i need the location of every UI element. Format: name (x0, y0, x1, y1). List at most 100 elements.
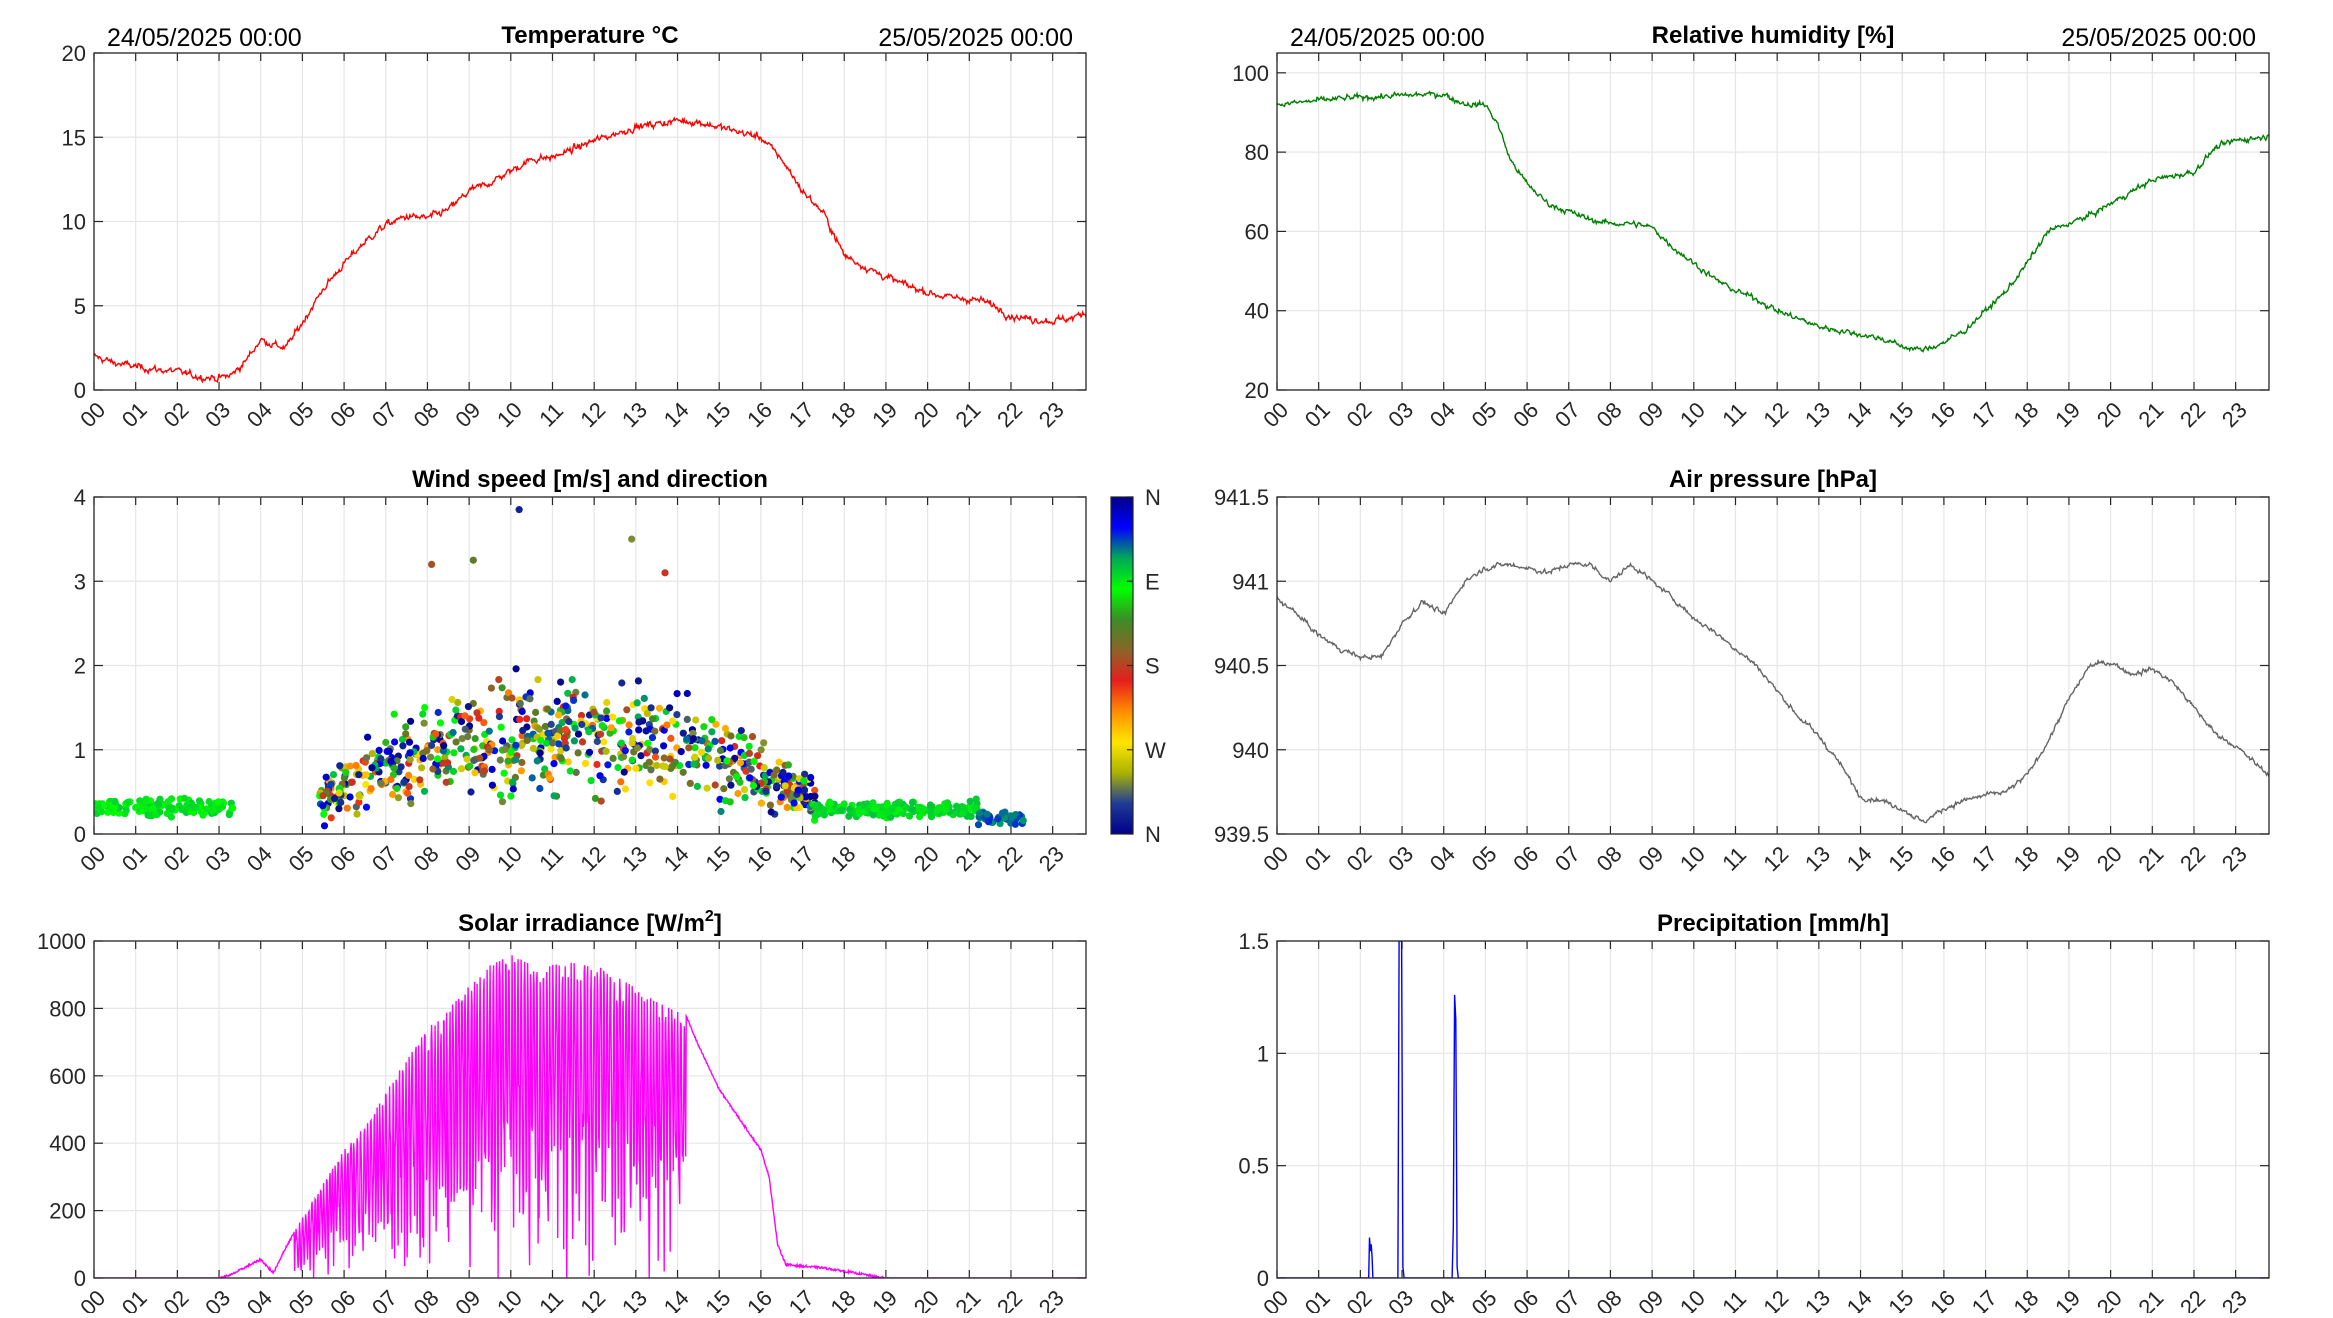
wind-point (461, 712, 469, 720)
wind-point (546, 774, 554, 782)
wind-point (377, 779, 385, 787)
wind-point (406, 755, 414, 764)
wind-point (398, 735, 406, 744)
wind-point (209, 806, 217, 814)
x-tick-label: 09 (450, 1285, 485, 1313)
x-tick-label: 11 (534, 1286, 568, 1313)
wind-point (757, 799, 766, 807)
wind-point (708, 728, 716, 736)
wind-point (587, 777, 595, 785)
x-tick-label: 19 (2050, 397, 2085, 432)
x-tick-label: 16 (742, 397, 777, 432)
y-tick-label: 1 (74, 738, 86, 763)
wind-point (651, 727, 659, 735)
wind-point (214, 798, 222, 806)
x-tick-label: 05 (284, 841, 319, 876)
wind-point (470, 756, 478, 765)
wind-point (180, 794, 188, 802)
wind-point (711, 781, 719, 789)
wind-point (110, 803, 118, 811)
wind-point (464, 733, 472, 741)
wind-point (819, 805, 827, 813)
x-tick-label: 19 (867, 841, 902, 876)
wind-point (845, 812, 853, 820)
wind-point (363, 754, 371, 762)
x-tick-label: 14 (659, 397, 694, 432)
wind-point (855, 808, 863, 816)
x-tick-label: 17 (1967, 1285, 2002, 1313)
wind-point (480, 719, 488, 727)
x-tick-label: 08 (409, 397, 444, 432)
wind-point (155, 801, 163, 809)
x-tick-label: 14 (659, 841, 694, 876)
wind-point (585, 728, 593, 736)
wind-point (97, 808, 105, 816)
wind-point (726, 798, 734, 806)
wind-point (633, 744, 642, 752)
wind-point (389, 790, 397, 799)
x-tick-label: 02 (1342, 1285, 1377, 1313)
wind-point (436, 719, 444, 727)
y-tick-label: 80 (1245, 140, 1269, 165)
wind-point (362, 771, 370, 779)
wind-point (679, 729, 687, 737)
wind-point (703, 784, 711, 792)
series-line (94, 116, 1086, 384)
wind-point (485, 746, 493, 754)
wind-point (632, 764, 640, 773)
wind-point (439, 759, 447, 767)
x-tick-label: 15 (700, 841, 735, 876)
wind-point (163, 809, 171, 818)
wind-point (329, 771, 338, 779)
wind-point (452, 738, 460, 746)
wind-point (748, 733, 757, 741)
x-tick-label: 07 (1550, 841, 1585, 876)
wind-point (562, 726, 570, 734)
wind-point (596, 772, 604, 780)
wind-point (434, 755, 442, 763)
x-tick-label: 01 (1300, 1285, 1335, 1313)
wind-point (554, 732, 562, 740)
x-tick-label: 04 (242, 1285, 277, 1313)
wind-point (427, 753, 435, 761)
wind-point (917, 803, 925, 811)
y-tick-label: 20 (62, 41, 86, 66)
wind-point (667, 734, 675, 743)
wind-point (613, 787, 621, 796)
wind-point (972, 795, 980, 803)
plot-frame (1276, 940, 2270, 1279)
wind-point (727, 781, 735, 789)
wind-point (807, 792, 815, 801)
wind-point (749, 782, 758, 790)
wind-point (846, 805, 854, 813)
x-tick-label: 14 (659, 1285, 694, 1313)
wind-point (377, 755, 385, 763)
wind-point (517, 767, 526, 775)
wind-point (598, 722, 606, 730)
x-tick-label: 22 (992, 1285, 1027, 1313)
wind-point (660, 754, 668, 762)
y-tick-label: 0 (74, 1266, 86, 1291)
wind-point (149, 804, 157, 812)
y-tick-label: 800 (49, 996, 86, 1021)
wind-point (702, 761, 710, 769)
wind-point (663, 721, 671, 729)
wind-point (457, 745, 465, 753)
wind-point (355, 771, 363, 779)
wind-point (320, 810, 328, 818)
wind-point (205, 798, 213, 806)
wind-point (597, 797, 605, 805)
x-tick-label: 23 (1034, 1285, 1069, 1313)
chart-title: Precipitation [mm/h] (1657, 910, 1889, 937)
wind-point (698, 737, 706, 745)
wind-point (581, 759, 590, 768)
plot-frame (93, 52, 1087, 391)
x-tick-label: 15 (1883, 1285, 1918, 1313)
wind-point (536, 784, 544, 793)
wind-point (784, 761, 793, 769)
wind-point (562, 744, 570, 752)
wind-point (390, 710, 398, 718)
wind-point (731, 754, 739, 762)
wind-point (618, 679, 626, 687)
x-tick-label: 23 (2217, 841, 2252, 876)
